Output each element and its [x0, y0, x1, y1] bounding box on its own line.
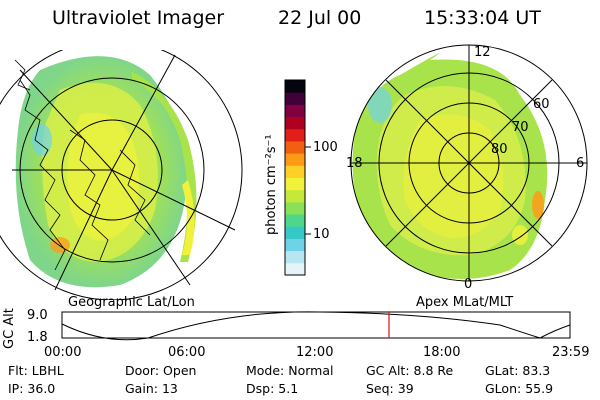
image-time: 15:33:04 UT: [424, 7, 541, 29]
apex-caption: Apex MLat/MLT: [416, 295, 514, 310]
colorbar-segment: [285, 201, 305, 215]
colorbar: [285, 80, 305, 276]
instrument-title: Ultraviolet Imager: [52, 7, 225, 29]
altitude-curve: [61, 311, 571, 341]
colorbar-tick-10: 10: [313, 227, 330, 242]
timeline-x-tick: 18:00: [423, 345, 461, 360]
info-seq: Seq: 39: [366, 381, 414, 396]
info-gc-alt: GC Alt: 8.8 Re: [366, 363, 454, 378]
info-ip: IP: 36.0: [8, 381, 56, 396]
timeline-x-tick: 00:00: [44, 345, 82, 360]
info-door: Door: Open: [125, 363, 197, 378]
colorbar-segment: [285, 153, 305, 166]
info-glon: GLon: 55.9: [485, 381, 554, 396]
colorbar-segment: [285, 177, 305, 191]
colorbar-unit-label: photon cm⁻²s⁻¹: [264, 134, 279, 235]
colorbar-tick-100: 100: [313, 140, 338, 155]
colorbar-segment: [285, 140, 305, 154]
coastline: [19, 79, 66, 271]
colorbar-segment: [285, 214, 305, 227]
timeline-x-tick: 06:00: [168, 345, 206, 360]
mlat-label-60: 60: [533, 97, 550, 112]
colorbar-segment: [285, 189, 305, 203]
colorbar-frame: [284, 79, 306, 276]
altitude-timeline: [61, 311, 571, 341]
mlat-label-80: 80: [491, 142, 508, 157]
colorbar-segment: [285, 262, 305, 276]
mlt-label-6: 6: [576, 156, 585, 171]
image-date: 22 Jul 00: [278, 7, 362, 29]
info-mode: Mode: Normal: [246, 363, 334, 378]
info-flt: Flt: LBHL: [8, 363, 64, 378]
colorbar-segment: [285, 226, 305, 239]
geographic-caption: Geographic Lat/Lon: [68, 295, 195, 310]
timeline-x-tick: 23:59: [552, 345, 590, 360]
info-glat: GLat: 83.3: [485, 363, 551, 378]
apex-panel: [350, 44, 588, 282]
mlat-label-70: 70: [512, 120, 529, 135]
timeline-y-tick-high: 9.0: [27, 308, 48, 323]
info-dsp: Dsp: 5.1: [246, 381, 299, 396]
auroral-oval-core: [67, 112, 140, 241]
colorbar-segment: [285, 238, 305, 252]
timeline-y-tick-low: 1.8: [27, 330, 48, 345]
timeline-frame: [61, 311, 571, 339]
colorbar-segment: [285, 116, 305, 130]
info-gain: Gain: 13: [125, 381, 178, 396]
mlt-label-0: 0: [464, 277, 473, 292]
mlt-label-18: 18: [346, 156, 363, 171]
colorbar-segment: [285, 104, 305, 118]
colorbar-segment: [285, 165, 305, 178]
timeline-y-label: GC Alt: [2, 308, 17, 349]
timeline-x-tick: 12:00: [296, 345, 334, 360]
colorbar-segment: [285, 92, 305, 105]
colorbar-segment: [285, 80, 305, 93]
geographic-panel: [0, 50, 243, 300]
colorbar-segment: [285, 128, 305, 142]
colorbar-segment: [285, 250, 305, 264]
mlt-label-12: 12: [474, 45, 491, 60]
